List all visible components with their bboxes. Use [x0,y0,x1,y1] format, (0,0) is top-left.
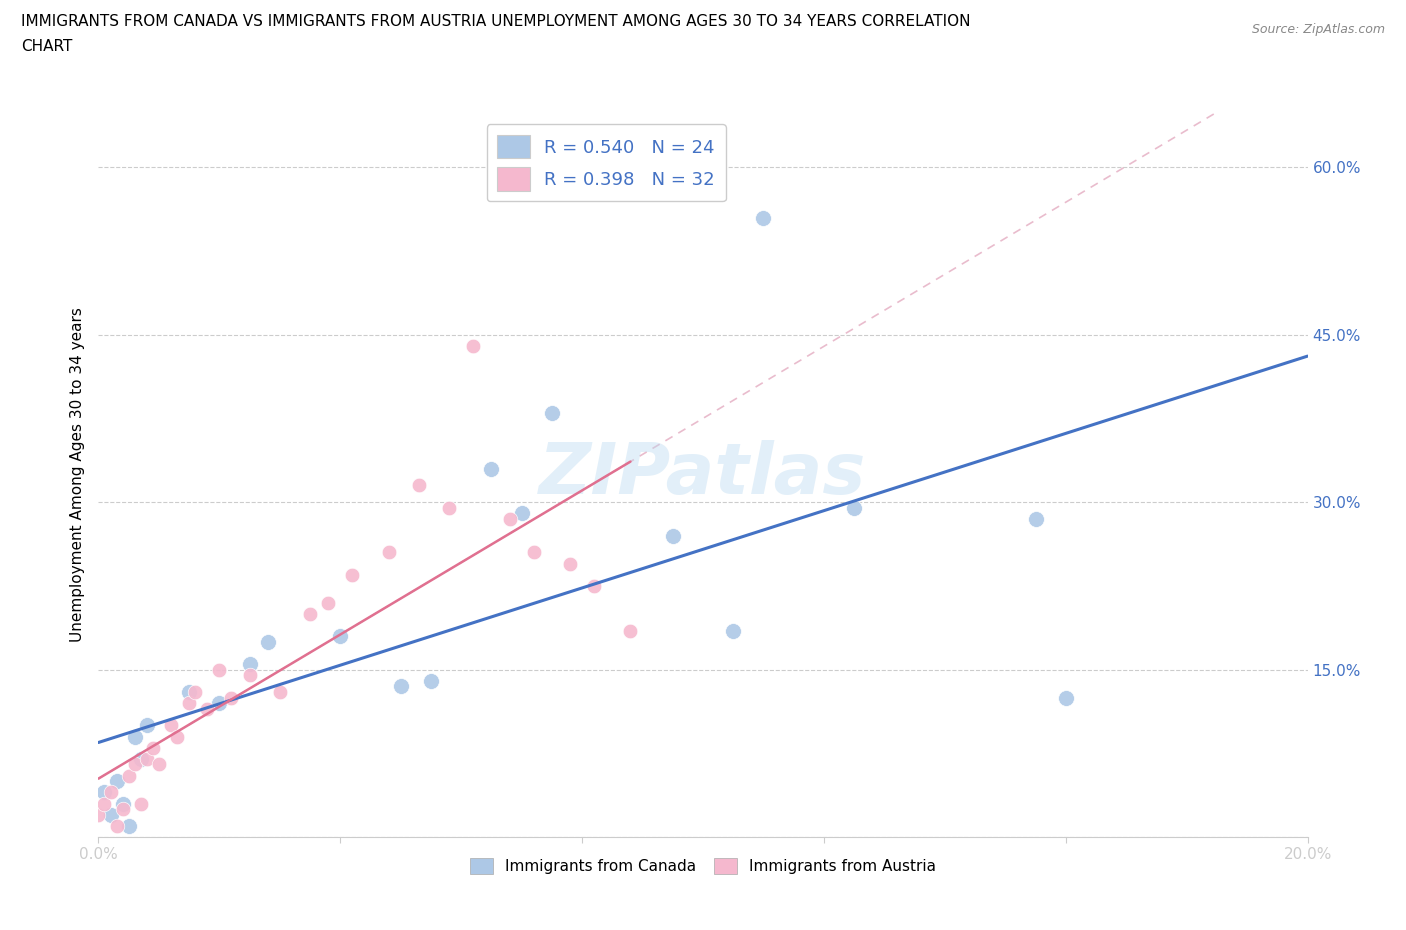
Point [148,757,170,772]
Point [389,679,412,694]
Point [179,684,201,699]
Point [118,768,141,783]
Point [498,512,520,526]
Point [463,339,485,353]
Point [105,774,128,789]
Point [124,757,146,772]
Point [844,500,866,515]
Point [93,796,115,811]
Point [299,606,322,621]
Point [583,578,606,593]
Point [111,802,134,817]
Point [661,528,683,543]
Point [135,751,157,766]
Point [510,506,533,521]
Point [100,807,122,822]
Y-axis label: Unemployment Among Ages 30 to 34 years: Unemployment Among Ages 30 to 34 years [69,307,84,642]
Point [179,696,201,711]
Point [377,545,399,560]
Point [558,556,581,571]
Point [129,751,152,766]
Point [87,807,110,822]
Point [342,567,364,582]
Point [105,818,128,833]
Point [239,668,262,683]
Point [1024,512,1046,526]
Point [160,718,183,733]
Point [481,461,503,476]
Point [408,478,430,493]
Point [118,818,141,833]
Text: CHART: CHART [21,39,73,54]
Point [723,623,745,638]
Point [540,405,562,420]
Legend: Immigrants from Canada, Immigrants from Austria: Immigrants from Canada, Immigrants from … [464,852,942,880]
Point [166,729,188,744]
Point [208,662,231,677]
Text: Source: ZipAtlas.com: Source: ZipAtlas.com [1251,23,1385,36]
Point [329,629,352,644]
Point [129,796,152,811]
Point [100,785,122,800]
Point [269,684,291,699]
Point [93,785,115,800]
Point [256,634,278,649]
Point [239,657,262,671]
Point [316,595,339,610]
Point [752,210,775,225]
Point [195,701,218,716]
Point [124,729,146,744]
Text: IMMIGRANTS FROM CANADA VS IMMIGRANTS FROM AUSTRIA UNEMPLOYMENT AMONG AGES 30 TO : IMMIGRANTS FROM CANADA VS IMMIGRANTS FRO… [21,14,970,29]
Point [208,696,231,711]
Text: ZIPatlas: ZIPatlas [540,440,866,509]
Point [142,740,165,755]
Point [1054,690,1077,705]
Point [619,623,641,638]
Point [221,690,243,705]
Point [184,684,207,699]
Point [111,796,134,811]
Point [523,545,546,560]
Point [437,500,460,515]
Point [135,718,157,733]
Point [420,673,443,688]
